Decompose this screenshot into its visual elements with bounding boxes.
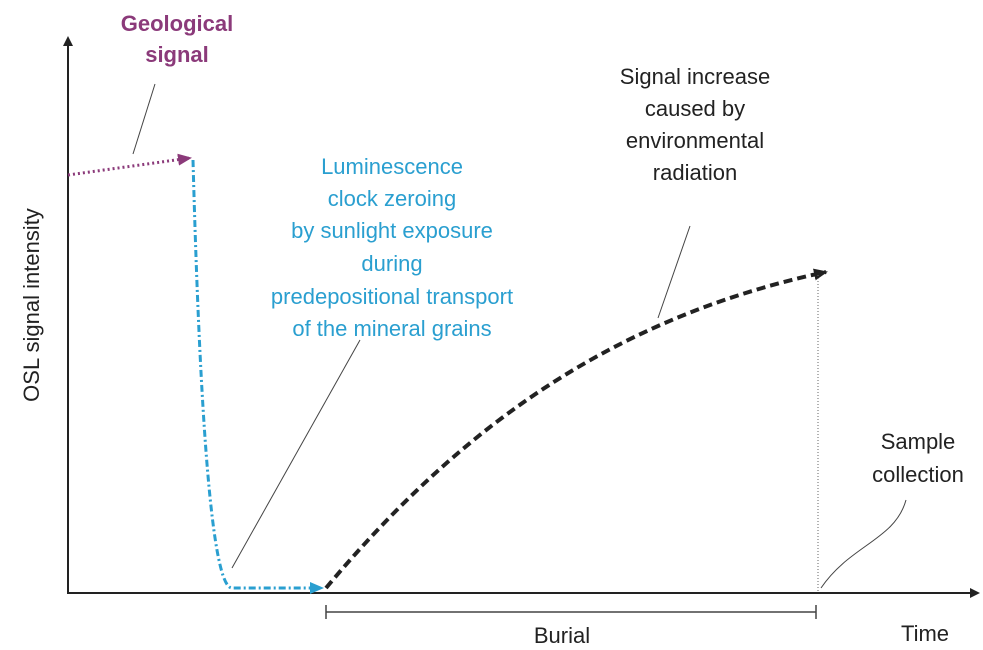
geological-curve <box>67 153 192 177</box>
zeroing-label: clock zeroing <box>328 186 456 211</box>
increase-label: caused by <box>645 96 745 121</box>
increase-label: Signal increase <box>620 64 770 89</box>
zeroing-label: by sunlight exposure <box>291 218 493 243</box>
zeroing-label: during <box>361 251 422 276</box>
sample-label: Sample <box>881 429 956 454</box>
burial-curve <box>324 268 828 590</box>
zeroing-label: predepositional transport <box>271 284 513 309</box>
increase-label: radiation <box>653 160 737 185</box>
burial-bracket <box>325 605 817 619</box>
zeroing-curve <box>191 159 324 594</box>
zeroing-label: of the mineral grains <box>292 316 491 341</box>
y-axis-label: OSL signal intensity <box>19 208 44 402</box>
leader-lines <box>132 83 907 589</box>
geological-label: Geological <box>121 11 233 36</box>
geological-label: signal <box>145 42 209 67</box>
burial-label: Burial <box>534 623 590 648</box>
x-axis-label: Time <box>901 621 949 646</box>
increase-label: environmental <box>626 128 764 153</box>
sample-label: collection <box>872 462 964 487</box>
zeroing-label: Luminescence <box>321 154 463 179</box>
